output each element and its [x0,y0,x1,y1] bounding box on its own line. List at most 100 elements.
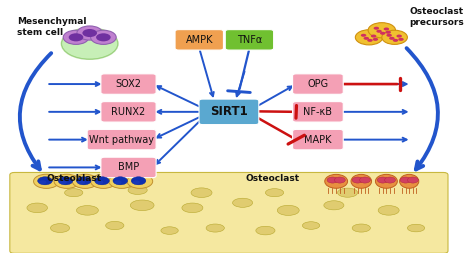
FancyBboxPatch shape [175,30,223,50]
Circle shape [96,33,111,41]
Ellipse shape [352,224,370,232]
Circle shape [76,177,91,185]
Circle shape [368,23,395,38]
Circle shape [91,30,116,44]
Text: Wnt pathway: Wnt pathway [89,135,154,145]
Circle shape [359,177,370,183]
Text: OPG: OPG [307,79,328,89]
Circle shape [384,177,395,183]
Circle shape [377,177,388,183]
FancyBboxPatch shape [10,172,448,253]
Circle shape [73,174,98,188]
Circle shape [39,180,46,184]
Circle shape [364,37,369,40]
Ellipse shape [206,224,224,232]
Circle shape [396,35,402,38]
Ellipse shape [378,205,399,215]
Circle shape [60,180,67,184]
Text: Mesenchymal
stem cell: Mesenchymal stem cell [17,17,86,37]
Circle shape [113,177,128,185]
Circle shape [382,30,407,44]
Circle shape [398,38,404,41]
Circle shape [78,180,85,184]
Ellipse shape [324,201,344,210]
Text: NF-κB: NF-κB [303,107,332,117]
Circle shape [109,174,135,188]
FancyBboxPatch shape [292,74,343,94]
Circle shape [386,34,392,37]
Ellipse shape [337,188,357,197]
Circle shape [367,39,373,42]
Ellipse shape [27,203,47,213]
Text: MAPK: MAPK [304,135,332,145]
Ellipse shape [375,174,397,188]
Circle shape [385,31,391,34]
Text: Osteoclast
precursors: Osteoclast precursors [409,7,464,27]
FancyBboxPatch shape [225,30,273,50]
Ellipse shape [325,174,347,188]
Circle shape [54,174,80,188]
Ellipse shape [130,200,154,211]
Ellipse shape [302,222,320,229]
Text: SOX2: SOX2 [116,79,142,89]
Text: AMPK: AMPK [185,35,213,45]
FancyBboxPatch shape [101,74,156,94]
Circle shape [95,177,109,185]
Text: TNFα: TNFα [237,35,262,45]
Circle shape [376,30,382,33]
Ellipse shape [161,227,178,234]
Ellipse shape [400,174,419,188]
Circle shape [127,174,153,188]
Ellipse shape [76,205,99,215]
Circle shape [37,177,52,185]
Circle shape [34,174,59,188]
Ellipse shape [106,221,124,230]
Text: BMP: BMP [118,162,139,172]
Circle shape [334,177,345,183]
Circle shape [77,26,102,40]
Text: SIRT1: SIRT1 [210,105,248,118]
FancyBboxPatch shape [101,102,156,122]
Circle shape [352,177,363,183]
Ellipse shape [351,174,372,188]
Circle shape [383,27,389,30]
Ellipse shape [50,224,70,232]
Circle shape [91,174,116,188]
Circle shape [69,33,83,41]
Circle shape [380,32,385,35]
Circle shape [96,180,103,184]
Ellipse shape [128,186,147,195]
FancyBboxPatch shape [101,157,156,178]
Ellipse shape [182,203,203,213]
Circle shape [393,39,398,42]
Circle shape [327,177,338,183]
Ellipse shape [233,198,253,207]
Ellipse shape [256,226,275,235]
FancyBboxPatch shape [87,129,156,150]
Circle shape [400,177,411,183]
FancyBboxPatch shape [292,102,343,122]
Circle shape [63,30,89,44]
Ellipse shape [191,188,212,197]
Circle shape [62,28,118,59]
Circle shape [133,180,140,184]
Ellipse shape [277,205,299,215]
Text: Osteoclast: Osteoclast [245,174,300,183]
Text: Osteoblast: Osteoblast [46,174,101,183]
Circle shape [82,29,97,37]
Ellipse shape [265,189,283,197]
Circle shape [374,27,379,30]
Circle shape [58,177,73,185]
Circle shape [407,177,419,183]
Circle shape [356,30,383,45]
Circle shape [114,180,122,184]
Circle shape [131,177,146,185]
Ellipse shape [64,189,83,197]
Circle shape [361,34,366,37]
FancyBboxPatch shape [199,99,259,125]
Ellipse shape [407,224,425,232]
Circle shape [373,38,378,41]
FancyBboxPatch shape [292,129,343,150]
Text: RUNX2: RUNX2 [111,107,146,117]
Circle shape [389,37,394,40]
